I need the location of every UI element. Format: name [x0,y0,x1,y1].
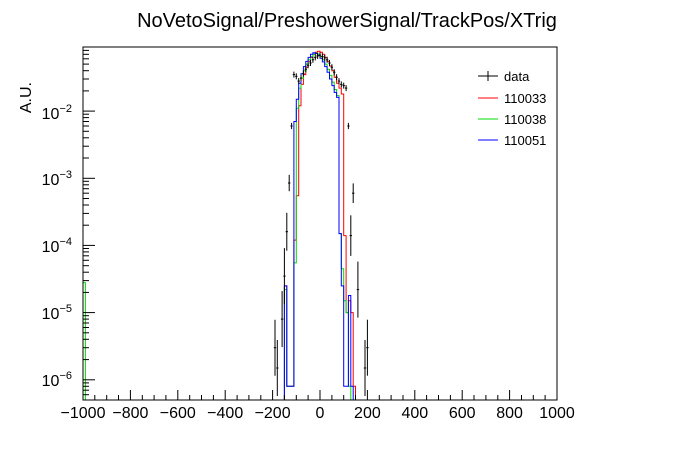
x-tick-label: −200 [255,405,291,422]
y-tick-exponent: −3 [59,169,72,181]
data-point [316,53,319,59]
data-point [309,60,312,66]
data-point [283,248,286,305]
x-tick-label: 600 [449,405,476,422]
legend-label-110038: 110038 [504,112,546,127]
data-point [325,56,329,63]
series-110051-group [283,52,354,400]
y-tick-label: 10−6 [42,370,72,390]
legend-entry-110033: 110033 [478,91,546,106]
series-110038-line [82,52,352,400]
x-tick-label: −600 [160,405,196,422]
data-point [318,52,322,59]
x-axis-ticks [82,390,558,400]
data-point [280,291,284,348]
data-point [328,60,331,66]
y-tick-label: 10−5 [42,303,72,323]
y-axis-label: A.U. [18,82,35,113]
legend-entry-110051: 110051 [478,133,546,148]
data-point [307,62,310,69]
y-tick-base: 10 [42,239,60,256]
data-point [342,82,345,89]
series-110051-line [283,52,354,400]
data-point [295,73,298,80]
y-tick-label: 10−2 [42,103,72,123]
data-point [323,54,326,61]
series-110033-line [283,50,356,400]
x-tick-label: 200 [354,405,381,422]
series-110033-group [283,50,356,400]
data-point [273,319,277,376]
x-tick-label: 0 [316,405,325,422]
y-tick-exponent: −6 [59,370,72,382]
y-axis-ticks [83,46,95,401]
x-tick-label: 1000 [539,405,575,422]
x-tick-label: 400 [401,405,428,422]
data-point [311,56,315,63]
data-point [340,81,343,88]
data-point [314,54,317,61]
data-point [302,70,305,77]
y-tick-base: 10 [42,373,60,390]
y-tick-exponent: −4 [59,236,72,248]
data-point [337,78,341,85]
data-point [276,340,279,396]
data-point [347,122,350,130]
legend-label-data: data [504,69,530,84]
y-tick-labels: 10−6 10−5 10−4 10−3 10−2 [42,103,72,390]
y-tick-base: 10 [42,172,60,189]
legend: data 110033 110038 110051 [478,69,546,148]
y-tick-label: 10−3 [42,169,72,189]
data-point [349,215,352,256]
data-point [330,64,333,71]
data-point [288,174,291,192]
y-tick-base: 10 [42,306,60,323]
data-point [304,66,307,73]
y-tick-base: 10 [42,106,60,123]
data-point [321,53,324,60]
data-point [366,319,369,376]
x-tick-label: −800 [112,405,148,422]
data-point [285,212,288,251]
legend-label-110033: 110033 [504,91,546,106]
data-point [356,261,360,318]
data-point [290,122,293,130]
y-tick-exponent: −5 [59,303,72,315]
data-point [344,85,348,92]
y-tick-exponent: −2 [59,103,72,115]
data-point [333,69,336,76]
data-point [297,78,300,85]
data-point [292,71,296,78]
data-point [335,74,338,81]
data-point [352,183,355,203]
x-tick-labels: −1000 −800 −600 −400 −200 0 200 400 600 … [61,405,575,422]
legend-entry-110038: 110038 [478,112,546,127]
y-tick-label: 10−4 [42,236,72,256]
x-tick-label: 800 [496,405,523,422]
x-tick-label: −400 [207,405,243,422]
plot-frame [82,46,558,401]
series-data-points [273,52,369,396]
series-110038-group [82,52,352,400]
legend-label-110051: 110051 [504,133,546,148]
data-point [363,340,367,396]
legend-entry-data: data [478,69,530,84]
data-point [299,75,303,82]
chart-title: NoVetoSignal/PreshowerSignal/TrackPos/XT… [137,10,557,32]
x-tick-label: −1000 [61,405,106,422]
